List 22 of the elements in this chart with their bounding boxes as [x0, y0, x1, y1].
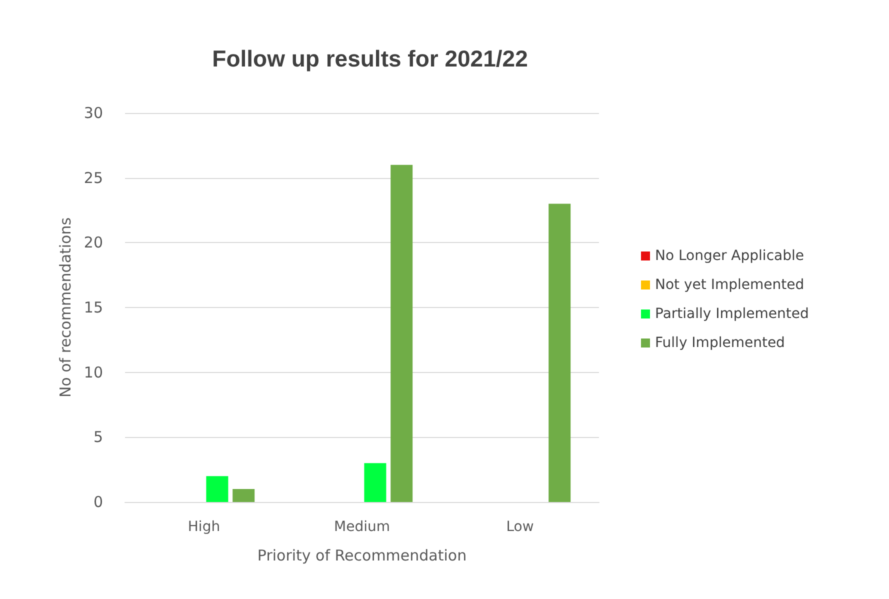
y-tick-label: 0: [93, 493, 103, 511]
legend-label: No Longer Applicable: [655, 248, 804, 264]
bar: [232, 489, 255, 502]
y-tick-label: 5: [93, 428, 103, 446]
bar: [390, 164, 413, 502]
bar: [364, 463, 386, 502]
x-tick-label: High: [188, 519, 220, 535]
bar: [206, 476, 228, 502]
x-axis-title: Priority of Recommendation: [257, 546, 467, 564]
y-tick-label: 25: [84, 168, 103, 187]
y-tick-label: 10: [84, 363, 103, 382]
y-tick-label: 30: [84, 104, 103, 122]
x-tick-label: Medium: [334, 519, 390, 535]
bar: [548, 204, 571, 502]
y-tick-label: 15: [84, 298, 103, 316]
legend-label: Fully Implemented: [655, 335, 785, 351]
chart-title: Follow up results for 2021/22: [212, 46, 528, 72]
y-axis-title: No of recommendations: [56, 217, 75, 398]
x-tick-label: Low: [506, 519, 534, 535]
legend-label: Not yet Implemented: [655, 277, 804, 293]
legend-label: Partially Implemented: [655, 306, 809, 322]
y-tick-label: 20: [84, 234, 103, 252]
